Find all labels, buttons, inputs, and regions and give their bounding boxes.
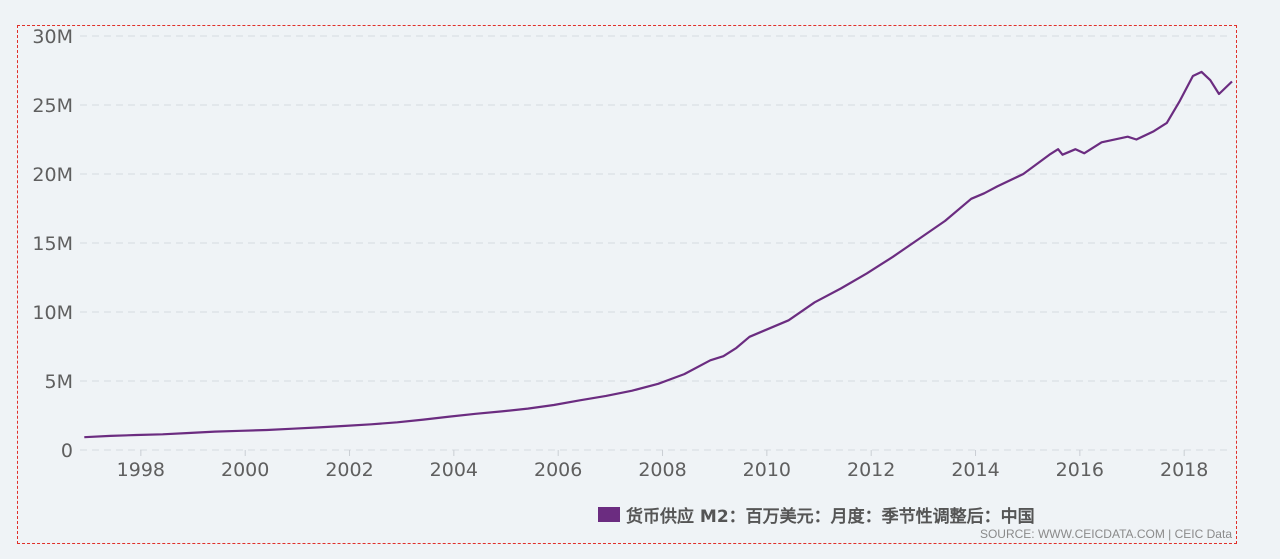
x-tick-label: 2018 (1160, 459, 1208, 481)
x-tick-label: 2006 (534, 459, 582, 481)
y-tick-label: 10M (32, 302, 73, 324)
y-tick-label: 20M (32, 164, 73, 186)
y-tick-label: 5M (45, 371, 73, 393)
x-tick-label: 2008 (638, 459, 686, 481)
x-tick-label: 2002 (325, 459, 373, 481)
y-tick-label: 30M (32, 26, 73, 48)
legend-label: 货币供应 M2：百万美元：月度：季节性调整后：中国 (626, 507, 1035, 527)
series-layer (84, 70, 1233, 439)
x-tick-label: 2016 (1056, 459, 1104, 481)
x-axis: 1998 2000 2002 2004 2006 2008 2010 2012 2014 2016… (117, 450, 1208, 481)
legend-swatch (598, 507, 620, 522)
legend: 货币供应 M2：百万美元：月度：季节性调整后：中国 (598, 502, 1035, 527)
x-tick-label: 2012 (847, 459, 895, 481)
x-tick-label: 2000 (221, 459, 269, 481)
series-line (84, 70, 1233, 439)
chart-border (17, 25, 1237, 544)
x-tick-label: 1998 (117, 459, 165, 481)
source-note: SOURCE: WWW.CEICDATA.COM | CEIC Data (979, 527, 1232, 541)
x-tick-label: 2010 (743, 459, 791, 481)
y-axis: 0 5M 10M 15M 20M 25M 30M (32, 26, 73, 462)
x-tick-label: 2014 (951, 459, 999, 481)
grid-lines (80, 35, 1232, 451)
y-tick-label: 0 (61, 440, 73, 462)
line-chart: 0 5M 10M 15M 20M 25M 30M 1998 2000 2002 2004 2006 2… (32, 26, 1233, 481)
y-tick-label: 25M (32, 95, 73, 117)
y-tick-label: 15M (32, 233, 73, 255)
x-tick-label: 2004 (430, 459, 478, 481)
